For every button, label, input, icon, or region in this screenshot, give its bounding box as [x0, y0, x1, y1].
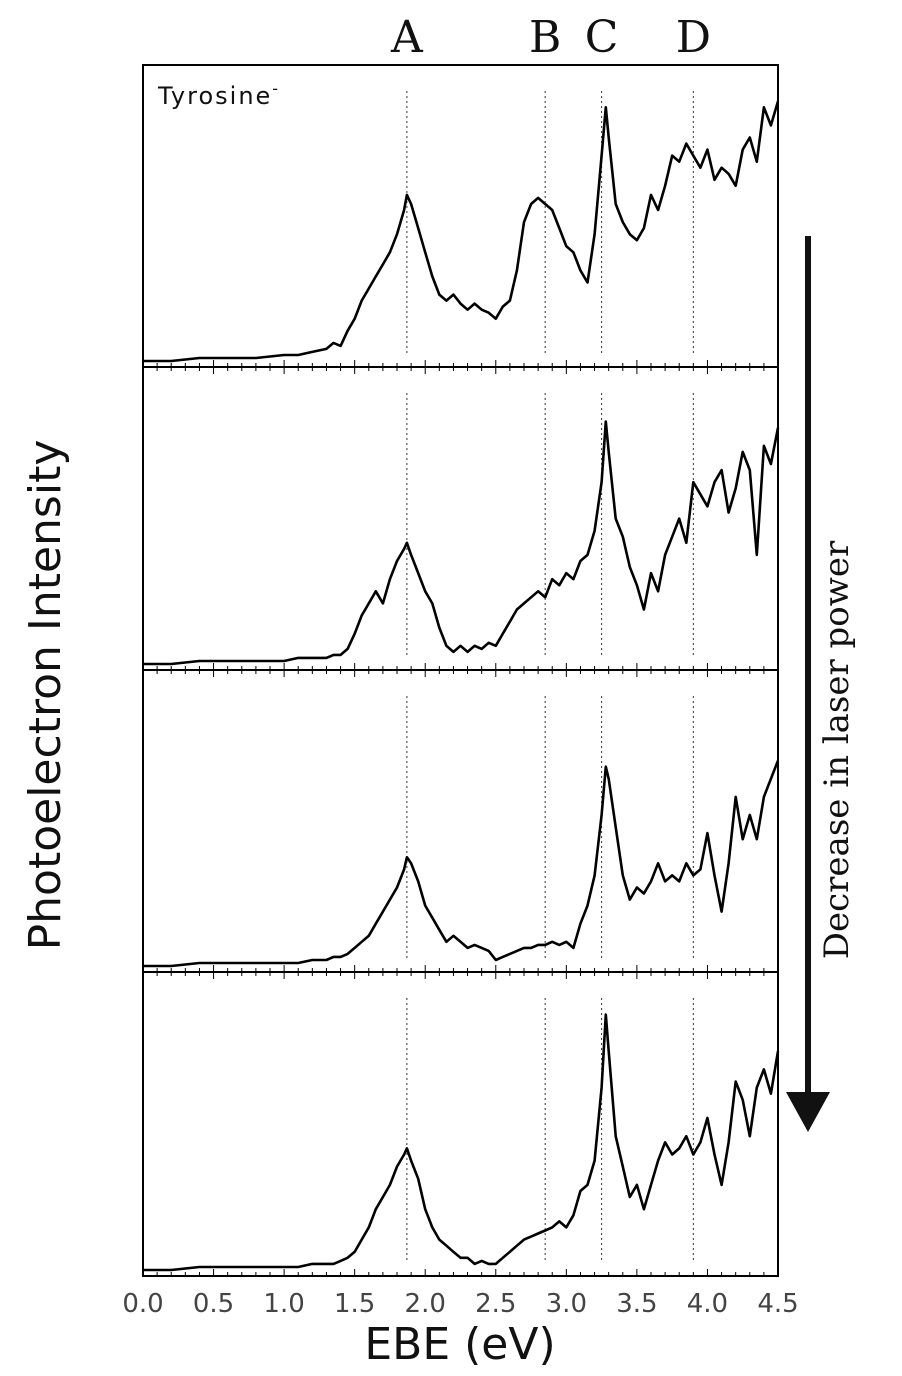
panel-title: Tyrosine- [157, 79, 280, 110]
laser-power-arrow [786, 236, 830, 1132]
panel-title-superscript: - [272, 79, 280, 98]
spectrum-line-panel-4 [143, 1013, 780, 1272]
guides-layer [406, 91, 694, 1262]
frame-layer [142, 64, 779, 1277]
spectrum-line-panel-2 [143, 420, 780, 666]
x-tick-labels: 0.0 0.5 1.0 1.5 2.0 2.5 3.0 3.5 4.0 4.5 [122, 1289, 798, 1319]
x-axis-title: EBE (eV) [364, 1319, 555, 1370]
peak-label-d: D [676, 12, 711, 63]
panel-frame-1 [142, 64, 779, 368]
spectrum-line-panel-3 [143, 760, 780, 968]
x-tick-label: 3.0 [546, 1289, 587, 1319]
panel-frame-4 [142, 971, 779, 1277]
panel-frame-2 [142, 366, 779, 671]
x-tick-label: 0.5 [193, 1289, 234, 1319]
x-tick-label: 4.5 [757, 1289, 798, 1319]
x-tick-label: 3.5 [616, 1289, 657, 1319]
y-axis-title: Photoelectron Intensity [20, 440, 71, 951]
panel-frame-3 [142, 669, 779, 973]
x-tick-label: 0.0 [122, 1289, 163, 1319]
x-tick-label: 4.0 [687, 1289, 728, 1319]
panel-title-text: Tyrosine [157, 82, 272, 110]
spectrum-line-panel-1 [143, 100, 780, 363]
peak-label-a: A [390, 12, 424, 63]
peak-label-b: B [529, 12, 561, 63]
arrow-head [786, 1092, 830, 1132]
x-tick-label: 1.0 [263, 1289, 304, 1319]
spectra-layer [143, 100, 780, 1272]
x-tick-label: 2.0 [405, 1289, 446, 1319]
laser-power-label: Decrease in laser power [817, 540, 857, 959]
peak-label-c: C [585, 12, 619, 63]
x-tick-label: 2.5 [475, 1289, 516, 1319]
x-tick-label: 1.5 [334, 1289, 375, 1319]
